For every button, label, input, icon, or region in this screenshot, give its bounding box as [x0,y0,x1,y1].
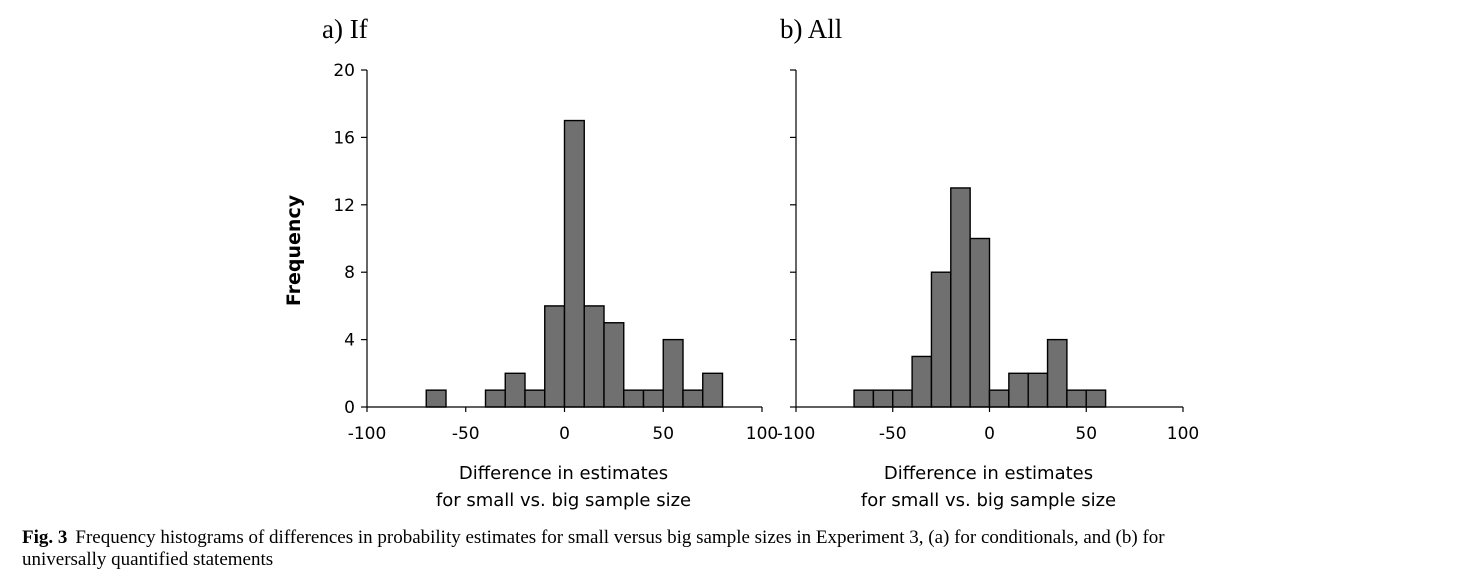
panel-a-bar-9 [642,389,664,408]
panel-a-y-tick-label-2: 8 [344,263,355,283]
panel-a-bar-11 [682,389,704,408]
panel-b-bar-8 [1008,372,1029,408]
panel-b-bar-1 [872,389,894,408]
panel-a-bar-12 [702,372,724,408]
panel-a-bar-6 [583,305,605,408]
panel-a-y-tick-label-4: 16 [333,128,355,148]
panel-a-y-tick-label-5: 20 [333,61,355,81]
panel-a-x-tick-label-4: 100 [746,424,778,444]
panel-b-x-tick-label-4: 100 [1167,424,1199,444]
figure-label: Fig. 3 [22,527,68,548]
panel-a-bar-1 [484,389,506,408]
panel-b-x-tick-label-0: -100 [777,424,816,444]
panel-a-bar-5 [563,119,585,408]
panel-a-y-tick-label-3: 12 [333,196,355,216]
caption-text-line1: Frequency histograms of differences in p… [75,527,1165,548]
panel-a-x-tick-label-3: 50 [652,424,674,444]
panel-a-ylabel: Frequency [283,194,305,306]
panel-a-bar-2 [504,372,526,408]
panel-b-bar-11 [1066,389,1087,408]
panel-b-x-tick-label-1: -50 [879,424,907,444]
panel-a-bar-10 [662,338,684,408]
panel-a-x-tick-label-2: 0 [559,424,570,444]
panel-b-title: b) All [780,14,842,44]
panel-b-bar-3 [911,355,933,408]
panel-a-y-tick-label-0: 0 [344,398,355,418]
panel-a-bar-3 [524,389,546,408]
panel-b-bar-12 [1085,389,1107,408]
panel-b-bar-10 [1046,338,1068,408]
panel-a-bar-8 [623,389,645,408]
caption-text-line2: universally quantified statements [22,549,274,570]
panel-a-xlabel-line1: Difference in estimates [459,463,668,484]
panel-a-bar-0 [425,389,447,408]
panel-a-y-tick-label-1: 4 [344,331,355,351]
panel-a-title: a) If [322,14,368,44]
panel-a-bar-7 [603,322,625,408]
panel-b-bar-6 [969,237,991,408]
panel-a-xlabel-line2: for small vs. big sample size [436,490,691,511]
panel-b-bar-0 [853,389,875,408]
panel-b-x-tick-label-2: 0 [984,424,995,444]
panel-b-xlabel-line2: for small vs. big sample size [861,490,1116,511]
panel-b-bar-4 [930,271,952,408]
panel-b-bar-2 [892,389,913,408]
figure-caption: Fig. 3 Frequency histograms of difference… [22,527,1452,571]
panel-b-bar-5 [950,187,971,408]
panel-a-bar-4 [544,305,566,408]
panel-b-bar-7 [988,389,1010,408]
panel-a-x-tick-label-1: -50 [452,424,480,444]
panel-a-x-tick-label-0: -100 [348,424,387,444]
panel-b-xlabel-line1: Difference in estimates [884,463,1093,484]
panel-b-x-tick-label-3: 50 [1075,424,1097,444]
panel-b-bar-9 [1027,372,1049,408]
